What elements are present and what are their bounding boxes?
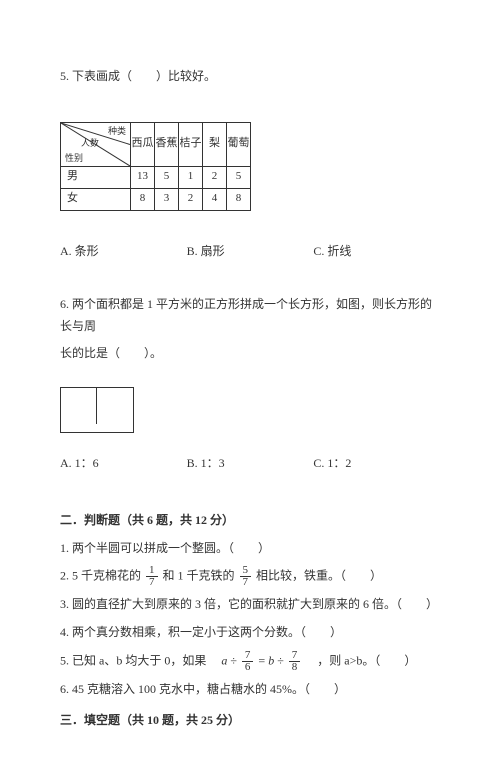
eq-sign: = [258,653,265,667]
s2-q2-post: 相比较，铁重。（ ） [256,569,382,583]
q6-stem-l2: 长的比是（ ）。 [60,343,440,365]
col-fruit-0: 西瓜 [131,122,155,166]
q6-stem-l1: 6. 两个面积都是 1 平方米的正方形拼成一个长方形，如图，则长方形的长与周 [60,294,440,337]
row-label-1: 女 [61,188,131,210]
section3-title: 三．填空题（共 10 题，共 25 分） [60,710,440,732]
hdr-kind: 种类 [108,127,126,136]
col-fruit-2: 桔子 [179,122,203,166]
q6-options: A. 1：6 B. 1：3 C. 1：2 [60,453,440,475]
s2-q2: 2. 5 千克棉花的 17 和 1 千克铁的 57 相比较，铁重。（ ） [60,565,440,588]
s2-q4: 4. 两个真分数相乘，积一定小于这两个分数。（ ） [60,622,440,644]
cell: 5 [155,166,179,188]
cell: 2 [203,166,227,188]
section2-title: 二．判断题（共 6 题，共 12 分） [60,510,440,532]
q5-opt-c: C. 折线 [313,241,440,263]
q5-options: A. 条形 B. 扇形 C. 折线 [60,241,440,263]
table-row: 男 13 5 1 2 5 [61,166,251,188]
s2-q5-post: ，则 a>b。（ ） [305,653,416,667]
col-fruit-3: 梨 [203,122,227,166]
cell: 2 [179,188,203,210]
q6-figure [60,387,134,433]
div-sign: ÷ [277,653,284,667]
cell: 8 [131,188,155,210]
s2-q2-mid: 和 1 千克铁的 [163,569,235,583]
q5-opt-b: B. 扇形 [187,241,314,263]
cell: 13 [131,166,155,188]
cell: 8 [227,188,251,210]
hdr-count: 人数 [81,139,99,148]
col-fruit-4: 葡萄 [227,122,251,166]
q6-opt-b: B. 1：3 [187,453,314,475]
s2-q3: 3. 圆的直径扩大到原来的 3 倍，它的面积就扩大到原来的 6 倍。（ ） [60,594,440,616]
q5-stem: 5. 下表画成（ ）比较好。 [60,66,440,88]
var-a: a [221,653,227,667]
s2-q5-pre: 5. 已知 a、b 均大于 0，如果 [60,653,218,667]
s2-q2-pre: 2. 5 千克棉花的 [60,569,141,583]
s2-q1: 1. 两个半圆可以拼成一个整圆。（ ） [60,538,440,560]
div-sign: ÷ [230,653,237,667]
cell: 3 [155,188,179,210]
cell: 4 [203,188,227,210]
fraction-icon: 57 [240,565,252,588]
hdr-gender: 性别 [65,154,83,163]
table-diag-header: 种类 人数 性别 [61,122,131,166]
q6-opt-a: A. 1：6 [60,453,187,475]
fraction-icon: 17 [146,565,158,588]
s2-q6: 6. 45 克糖溶入 100 克水中，糖占糖水的 45%。（ ） [60,679,440,701]
fraction-icon: 78 [289,650,301,673]
s2-q5: 5. 已知 a、b 均大于 0，如果 a ÷ 76 = b ÷ 78 ，则 a>… [60,650,440,673]
q5-opt-a: A. 条形 [60,241,187,263]
q5-table: 种类 人数 性别 西瓜 香蕉 桔子 梨 葡萄 男 13 5 1 2 5 女 8 … [60,122,440,211]
cell: 5 [227,166,251,188]
fraction-icon: 76 [242,650,254,673]
col-fruit-1: 香蕉 [155,122,179,166]
q6-opt-c: C. 1：2 [313,453,440,475]
cell: 1 [179,166,203,188]
table-row: 女 8 3 2 4 8 [61,188,251,210]
row-label-0: 男 [61,166,131,188]
var-b: b [268,653,274,667]
